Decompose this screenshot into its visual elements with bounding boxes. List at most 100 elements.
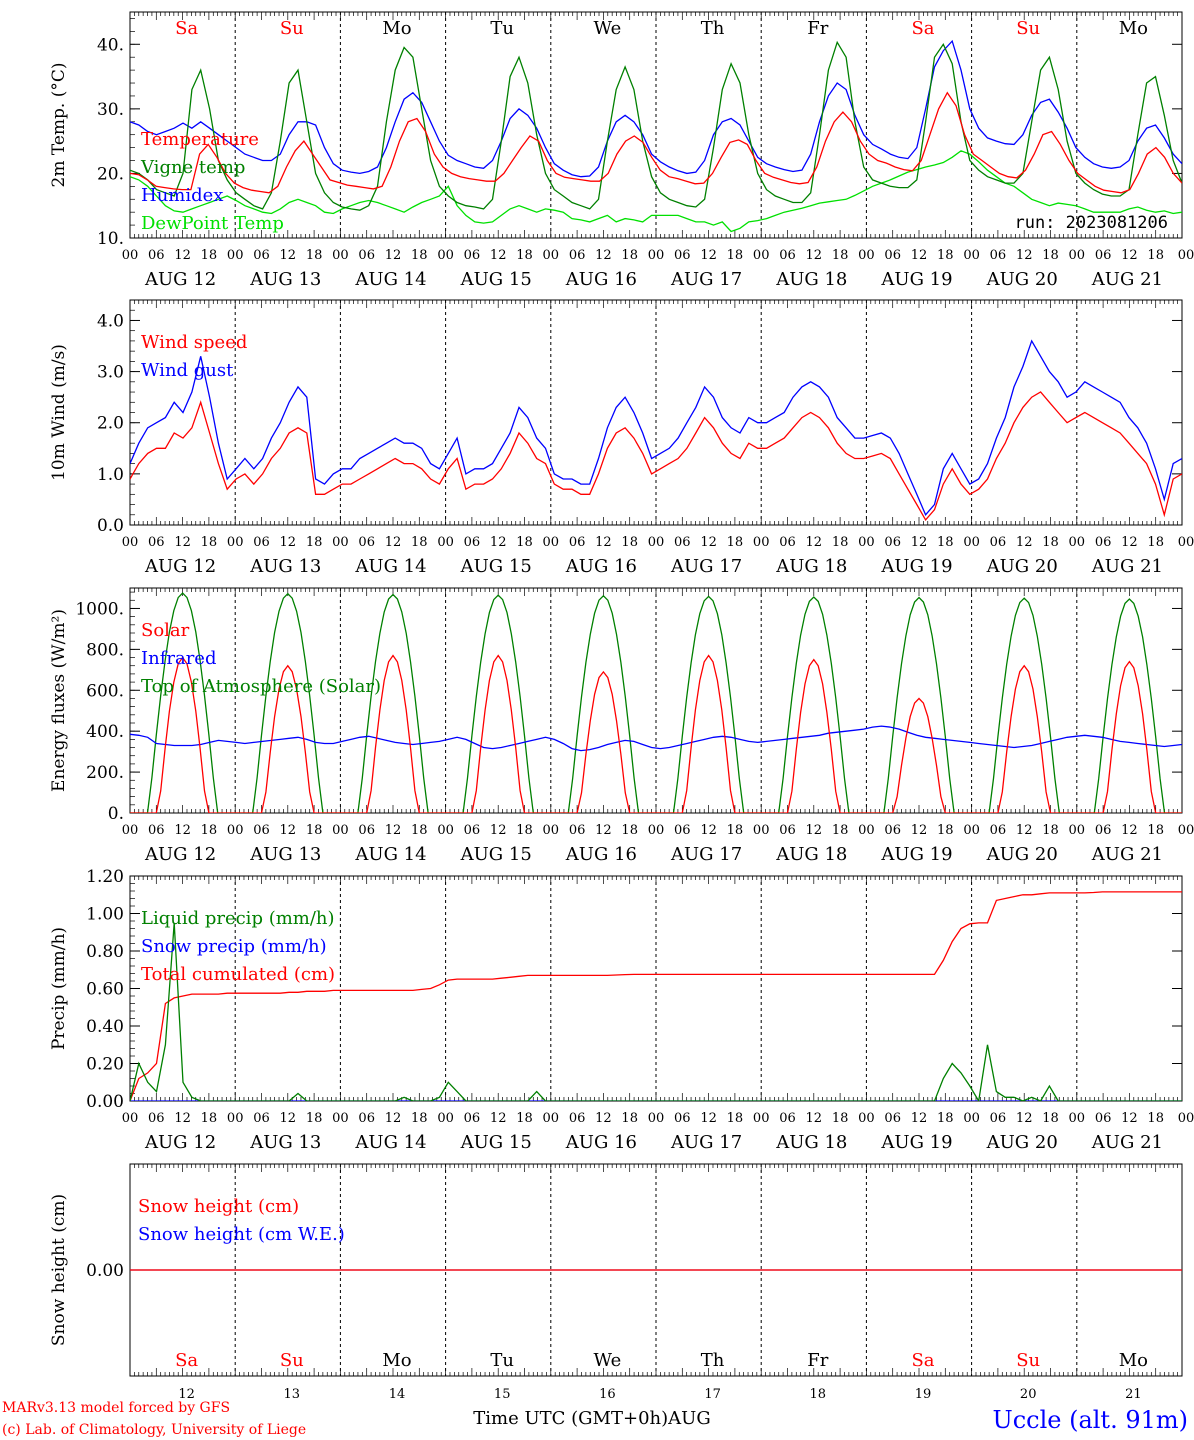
hour-tick-label: 06 bbox=[253, 1111, 270, 1126]
date-label: AUG 19 bbox=[880, 1132, 952, 1153]
date-label: AUG 14 bbox=[354, 1132, 426, 1153]
weekday-label: Sa bbox=[175, 18, 198, 39]
hour-tick-label: 06 bbox=[1095, 1111, 1112, 1126]
date-label: AUG 18 bbox=[775, 844, 847, 865]
hour-tick-label: 06 bbox=[464, 823, 481, 838]
hour-tick-label: 00 bbox=[1178, 535, 1194, 550]
date-label: AUG 19 bbox=[880, 556, 952, 577]
legend-entry: Humidex bbox=[141, 185, 223, 206]
series-line-total-cumulated-cm- bbox=[130, 891, 1182, 1101]
hour-tick-label: 06 bbox=[569, 535, 586, 550]
date-label: AUG 18 bbox=[775, 1132, 847, 1153]
panel-2: 0.0 1.0 2.0 3.0 4.0 10m Wind (m/s) 00 06 12 18 AUG… bbox=[49, 299, 1194, 577]
date-label: AUG 17 bbox=[670, 1132, 742, 1153]
date-label: AUG 14 bbox=[354, 556, 426, 577]
hour-tick-label: 18 bbox=[621, 535, 638, 550]
series-line-infrared bbox=[130, 725, 1182, 752]
date-label: AUG 17 bbox=[670, 269, 742, 290]
hour-tick-label: 12 bbox=[911, 1111, 928, 1126]
panel-5: 0.00 Snow height (cm) Sa Su Mo Tu We Th Fr Sa Su Mo… bbox=[49, 1163, 1183, 1402]
y-tick-label: 0.80 bbox=[86, 942, 124, 962]
date-label: AUG 15 bbox=[460, 1132, 532, 1153]
hour-tick-label: 06 bbox=[358, 1111, 375, 1126]
hour-tick-label: 18 bbox=[1147, 1111, 1164, 1126]
station-label: Uccle (alt. 91m) bbox=[992, 1406, 1188, 1434]
day-number-label: 18 bbox=[810, 1387, 827, 1402]
hour-tick-label: 12 bbox=[174, 1111, 191, 1126]
y-tick-label: 0.00 bbox=[86, 1092, 124, 1112]
hour-tick-label: 18 bbox=[937, 535, 954, 550]
hour-tick-label: 18 bbox=[1147, 823, 1164, 838]
hour-tick-label: 12 bbox=[700, 248, 717, 263]
date-label: AUG 12 bbox=[144, 844, 216, 865]
y-tick-label: 0.20 bbox=[86, 1055, 124, 1075]
weekday-label: Su bbox=[1016, 1350, 1040, 1371]
date-label: AUG 20 bbox=[986, 844, 1058, 865]
legend-entry: Snow precip (mm/h) bbox=[141, 936, 327, 957]
hour-tick-label: 18 bbox=[201, 248, 218, 263]
hour-tick-label: 18 bbox=[727, 1111, 744, 1126]
hour-tick-label: 18 bbox=[201, 823, 218, 838]
weekday-label: Mo bbox=[382, 1350, 411, 1371]
hour-tick-label: 18 bbox=[1042, 1111, 1059, 1126]
y-tick-label: 30. bbox=[97, 100, 124, 120]
legend-entry: Snow height (cm W.E.) bbox=[138, 1224, 345, 1245]
weekday-label: Sa bbox=[911, 1350, 934, 1371]
hour-tick-label: 12 bbox=[490, 1111, 507, 1126]
y-axis-label: Precip (mm/h) bbox=[49, 927, 69, 1050]
series-line-humidex bbox=[130, 39, 1182, 178]
y-tick-label: 800. bbox=[86, 640, 124, 660]
date-label: AUG 13 bbox=[249, 844, 321, 865]
hour-tick-label: 12 bbox=[385, 1111, 402, 1126]
y-tick-label: 10. bbox=[97, 229, 124, 249]
hour-tick-label: 18 bbox=[1042, 535, 1059, 550]
weekday-label: Fr bbox=[807, 18, 828, 39]
hour-tick-label: 00 bbox=[437, 1111, 454, 1126]
hour-tick-label: 18 bbox=[621, 1111, 638, 1126]
hour-tick-label: 06 bbox=[464, 535, 481, 550]
hour-tick-label: 06 bbox=[990, 823, 1007, 838]
panel-3: 0. 200. 400. 600. 800. 1000. Energy fluxes (W/… bbox=[49, 587, 1194, 865]
hour-tick-label: 18 bbox=[306, 1111, 323, 1126]
hour-tick-label: 12 bbox=[1016, 535, 1033, 550]
day-number-label: 15 bbox=[494, 1387, 511, 1402]
hour-tick-label: 06 bbox=[148, 535, 165, 550]
panel-4: 0.00 0.20 0.40 0.60 0.80 1.00 1.20 Precip (mm/h… bbox=[49, 867, 1194, 1153]
hour-tick-label: 12 bbox=[1121, 248, 1138, 263]
hour-tick-label: 12 bbox=[280, 535, 297, 550]
series-line-top-of-atmosphere-solar- bbox=[130, 592, 1182, 813]
hour-tick-label: 12 bbox=[1016, 823, 1033, 838]
hour-tick-label: 18 bbox=[832, 535, 849, 550]
series-group bbox=[130, 339, 1182, 522]
hour-tick-label: 12 bbox=[490, 248, 507, 263]
hour-tick-label: 00 bbox=[1178, 823, 1194, 838]
hour-tick-label: 12 bbox=[911, 248, 928, 263]
date-label: AUG 20 bbox=[986, 269, 1058, 290]
hour-tick-label: 12 bbox=[1016, 1111, 1033, 1126]
y-axis-label: 2m Temp. (°C) bbox=[49, 62, 69, 187]
hour-tick-label: 06 bbox=[990, 1111, 1007, 1126]
hour-tick-label: 18 bbox=[411, 1111, 428, 1126]
date-label: AUG 21 bbox=[1091, 556, 1163, 577]
y-tick-label: 1.00 bbox=[86, 905, 124, 925]
hour-tick-label: 00 bbox=[753, 1111, 770, 1126]
hour-tick-label: 12 bbox=[174, 823, 191, 838]
hour-tick-label: 00 bbox=[332, 823, 349, 838]
hour-tick-label: 06 bbox=[148, 248, 165, 263]
hour-tick-label: 00 bbox=[122, 823, 139, 838]
hour-tick-label: 00 bbox=[122, 1111, 139, 1126]
hour-tick-label: 12 bbox=[595, 248, 612, 263]
hour-tick-label: 18 bbox=[516, 823, 533, 838]
hour-tick-label: 06 bbox=[253, 535, 270, 550]
hour-tick-label: 18 bbox=[411, 248, 428, 263]
hour-tick-label: 00 bbox=[753, 248, 770, 263]
hour-tick-label: 06 bbox=[148, 823, 165, 838]
hour-tick-label: 06 bbox=[779, 535, 796, 550]
y-tick-label: 1.20 bbox=[86, 867, 124, 887]
date-label: AUG 15 bbox=[460, 844, 532, 865]
hour-tick-label: 00 bbox=[753, 535, 770, 550]
hour-tick-label: 12 bbox=[700, 535, 717, 550]
hour-tick-label: 06 bbox=[1095, 823, 1112, 838]
hour-tick-label: 00 bbox=[1178, 1111, 1194, 1126]
y-tick-label: 200. bbox=[86, 763, 124, 783]
